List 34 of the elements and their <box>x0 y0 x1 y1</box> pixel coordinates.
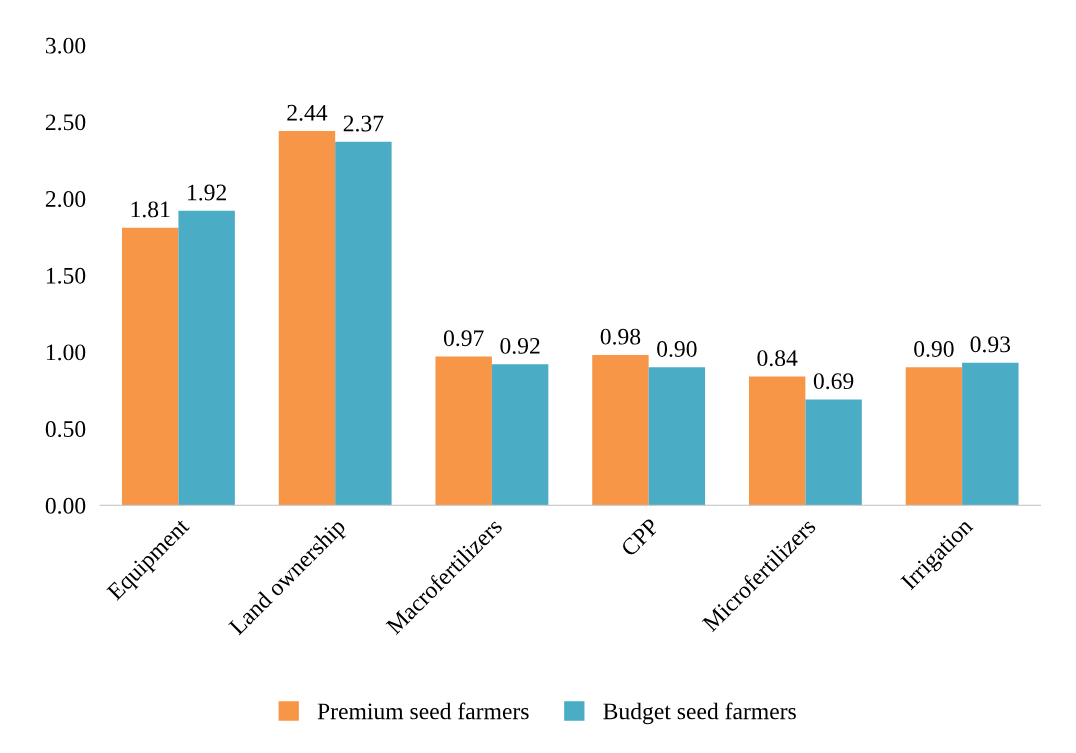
data-label: 1.81 <box>131 201 170 218</box>
y-tick-label: 2.50 <box>45 114 86 131</box>
data-label: 1.92 <box>188 184 227 201</box>
y-tick-label: 1.00 <box>46 344 86 361</box>
data-label: 0.97 <box>443 330 484 347</box>
bar <box>805 399 862 506</box>
y-tick-label: 1.50 <box>46 267 86 284</box>
x-tick-label: CPP <box>620 517 660 558</box>
y-tick-label: 2.00 <box>45 191 86 208</box>
data-label: 0.92 <box>500 337 540 354</box>
bar <box>278 131 336 506</box>
data-label: 0.84 <box>757 350 798 367</box>
bar <box>748 376 806 506</box>
bar <box>435 356 492 506</box>
bar <box>592 354 649 506</box>
data-label: 2.44 <box>287 104 328 121</box>
y-tick-label: 0.00 <box>45 497 86 514</box>
bar <box>962 362 1019 506</box>
data-label: 0.90 <box>657 340 697 357</box>
bar <box>335 141 392 506</box>
bar <box>905 367 963 506</box>
data-label: 0.98 <box>600 328 641 345</box>
bar <box>178 210 235 506</box>
bar <box>122 227 179 506</box>
bar <box>648 367 706 506</box>
data-label: 2.37 <box>343 115 384 132</box>
data-label: 0.93 <box>970 336 1011 353</box>
y-tick-label: 3.00 <box>45 37 86 54</box>
legend-label: Budget seed farmers <box>603 702 796 725</box>
legend-label: Premium seed farmers <box>317 702 529 720</box>
data-label: 0.69 <box>813 373 854 390</box>
y-tick-label: 0.50 <box>45 421 86 438</box>
data-label: 0.90 <box>914 340 954 357</box>
bar <box>491 364 549 506</box>
